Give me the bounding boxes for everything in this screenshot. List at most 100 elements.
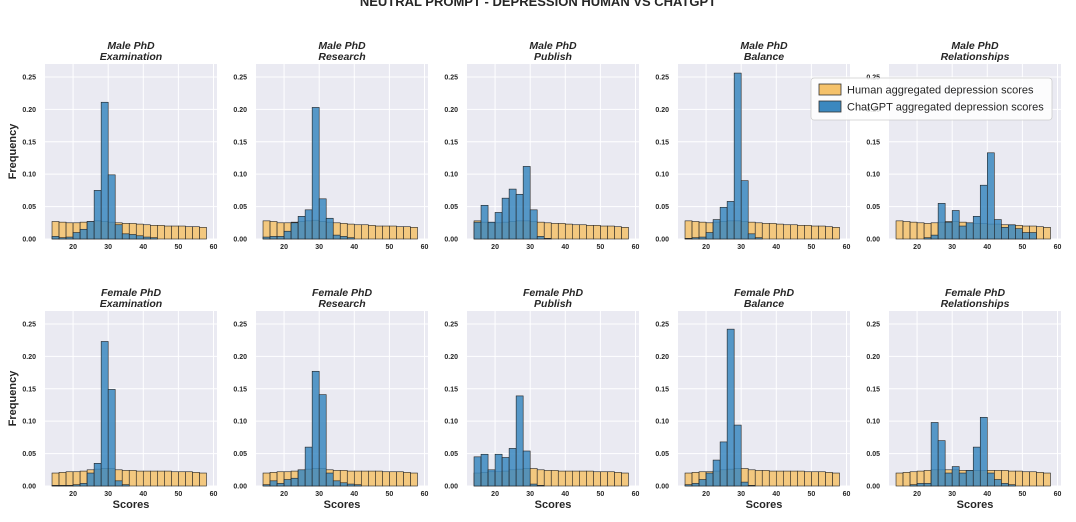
- chatgpt-bar: [304, 209, 313, 240]
- legend-frame: [810, 77, 1053, 121]
- human-bar: [1036, 472, 1044, 487]
- human-bar: [832, 227, 840, 240]
- x-tick-label: 40: [139, 491, 147, 498]
- x-tick-label: 20: [280, 491, 288, 498]
- chatgpt-bar: [72, 232, 81, 240]
- chatgpt-bar: [58, 237, 67, 240]
- chatgpt-bar: [107, 389, 116, 487]
- figure-title: NEUTRAL PROMPT - DEPRESSION HUMAN VS CHA…: [360, 0, 716, 9]
- chatgpt-bar: [142, 236, 151, 240]
- human-bar: [586, 470, 594, 487]
- plot-area: [45, 311, 217, 486]
- panel-title-line1: Male PhD: [107, 40, 155, 52]
- y-tick-label: 0.15: [444, 139, 458, 146]
- chatgpt-bar: [719, 206, 728, 240]
- human-bar: [754, 222, 763, 240]
- chatgpt-bar: [522, 166, 531, 240]
- y-tick-label: 0.20: [655, 107, 669, 114]
- x-tick-label: 40: [983, 491, 991, 498]
- chatgpt-bar: [522, 450, 531, 487]
- human-bar: [192, 226, 200, 240]
- panel-title-line2: Examination: [100, 51, 162, 63]
- human-bar: [607, 225, 615, 240]
- y-tick-label: 0.20: [22, 354, 36, 361]
- human-bar: [121, 470, 130, 487]
- y-tick-label: 0.25: [655, 321, 669, 328]
- x-tick-label: 20: [491, 244, 499, 251]
- human-bar: [353, 224, 362, 240]
- human-bar: [600, 471, 608, 487]
- chatgpt-bar: [93, 190, 102, 240]
- chatgpt-bar: [65, 485, 74, 487]
- x-tick-label: 20: [280, 244, 288, 251]
- human-bar: [761, 223, 770, 240]
- chatgpt-bar: [121, 484, 130, 487]
- chatgpt-bar: [114, 480, 123, 487]
- chatgpt-bar: [86, 472, 95, 487]
- human-bar: [58, 221, 67, 240]
- human-bar: [178, 225, 186, 240]
- chatgpt-bar: [480, 453, 489, 487]
- human-bar: [368, 470, 376, 487]
- y-tick-label: 0.25: [866, 321, 880, 328]
- human-bar: [557, 223, 566, 240]
- subplot-panel: 20 30 40 50 60 0.00 0.05 0.10 0.15 0.20 0.25 Male P…: [444, 40, 639, 251]
- subplot-grid: 20 30 40 50 60 0.00 0.05 0.10 0.15 0.20 0.25 Male P…: [7, 40, 1061, 511]
- human-bar: [199, 472, 207, 487]
- x-tick-label: 50: [174, 491, 182, 498]
- human-bar: [410, 472, 418, 487]
- human-bar: [192, 472, 200, 487]
- human-bar: [747, 469, 756, 487]
- chatgpt-bar: [972, 446, 981, 487]
- chatgpt-bar: [994, 479, 1002, 487]
- chatgpt-bar: [325, 217, 334, 240]
- human-bar: [262, 472, 271, 487]
- human-bar: [607, 471, 615, 487]
- human-bar: [572, 224, 580, 240]
- chatgpt-bar: [79, 228, 88, 240]
- plot-area: [256, 64, 428, 239]
- panel-title-line1: Male PhD: [318, 40, 366, 52]
- y-tick-label: 0.05: [866, 451, 880, 458]
- chatgpt-bar: [269, 480, 278, 487]
- human-bar: [1043, 227, 1051, 240]
- chatgpt-bar: [543, 238, 552, 240]
- chatgpt-bar: [114, 224, 123, 240]
- chatgpt-bar: [51, 485, 60, 487]
- human-bar: [346, 223, 355, 240]
- y-tick-label: 0.25: [655, 74, 669, 81]
- y-tick-label: 0.00: [233, 237, 247, 244]
- chatgpt-bar: [909, 484, 918, 487]
- x-tick-label: 30: [948, 244, 956, 251]
- x-tick-label: 50: [1018, 491, 1026, 498]
- human-bar: [389, 471, 397, 487]
- chatgpt-bar: [916, 483, 925, 487]
- chatgpt-bar: [698, 479, 707, 487]
- y-tick-label: 0.00: [444, 237, 458, 244]
- human-bar: [586, 225, 594, 240]
- human-bar: [199, 227, 207, 240]
- x-tick-label: 60: [1054, 491, 1062, 498]
- y-tick-label: 0.10: [22, 419, 36, 426]
- human-bar: [178, 471, 186, 487]
- human-bar: [361, 224, 369, 240]
- x-tick-label: 30: [104, 491, 112, 498]
- human-bar: [65, 471, 74, 487]
- human-bar: [825, 226, 833, 240]
- y-tick-label: 0.05: [655, 451, 669, 458]
- human-bar: [557, 470, 566, 487]
- panel-title-line1: Male PhD: [529, 40, 577, 52]
- y-tick-label: 0.10: [655, 419, 669, 426]
- chatgpt-bar: [297, 469, 306, 487]
- chatgpt-bar: [1008, 484, 1016, 487]
- panel-title-line2: Publish: [534, 51, 572, 63]
- subplot-panel: 20 30 40 50 60 0.00 0.05 0.10 0.15 0.20 0.25 Female…: [444, 287, 639, 511]
- human-bar: [783, 224, 791, 240]
- human-bar: [804, 225, 812, 240]
- chatgpt-bar: [733, 424, 742, 487]
- chatgpt-bar: [726, 328, 735, 487]
- x-tick-label: 30: [526, 244, 534, 251]
- y-tick-label: 0.20: [655, 354, 669, 361]
- human-bar: [72, 471, 81, 487]
- chatgpt-bar: [1008, 224, 1016, 240]
